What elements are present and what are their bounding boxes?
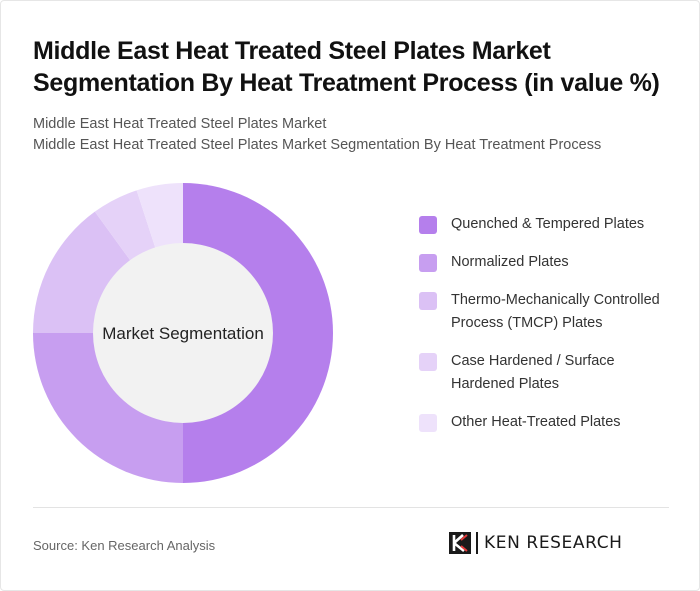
footer-divider — [33, 507, 669, 508]
legend-label-4: Case Hardened / Surface Hardened Plates — [451, 353, 615, 392]
legend-label-3: Thermo-Mechanically Controlled Process (… — [451, 292, 660, 331]
donut-center — [93, 243, 273, 423]
legend-label-2: Normalized Plates — [451, 254, 569, 270]
legend-item-4: Case Hardened / Surface Hardened Plates — [419, 350, 679, 396]
legend-label-1: Quenched & Tempered Plates — [451, 216, 645, 232]
ken-research-logo-icon — [449, 532, 471, 554]
donut-chart: Market Segmentation — [33, 183, 333, 483]
ken-research-logo: KEN RESEARCH — [449, 532, 623, 554]
legend-swatch-3 — [419, 292, 437, 310]
legend-swatch-1 — [419, 216, 437, 234]
chart-legend: Quenched & Tempered Plates Normalized Pla… — [419, 213, 679, 449]
logo-text: KEN RESEARCH — [484, 533, 623, 553]
legend-swatch-2 — [419, 254, 437, 272]
chart-subtitle-segmentation: Middle East Heat Treated Steel Plates Ma… — [33, 137, 602, 153]
source-note: Source: Ken Research Analysis — [33, 538, 216, 553]
donut-center-label: Market Segmentation — [102, 324, 264, 343]
chart-subtitle-market: Middle East Heat Treated Steel Plates Ma… — [33, 116, 327, 132]
legend-label-5: Other Heat-Treated Plates — [451, 414, 621, 430]
logo-separator — [476, 532, 478, 554]
chart-title: Middle East Heat Treated Steel Plates Ma… — [33, 37, 660, 97]
legend-item-3: Thermo-Mechanically Controlled Process (… — [419, 289, 679, 335]
legend-swatch-5 — [419, 414, 437, 432]
legend-swatch-4 — [419, 353, 437, 371]
legend-item-1: Quenched & Tempered Plates — [419, 213, 679, 236]
legend-item-5: Other Heat-Treated Plates — [419, 411, 679, 434]
legend-item-2: Normalized Plates — [419, 251, 679, 274]
